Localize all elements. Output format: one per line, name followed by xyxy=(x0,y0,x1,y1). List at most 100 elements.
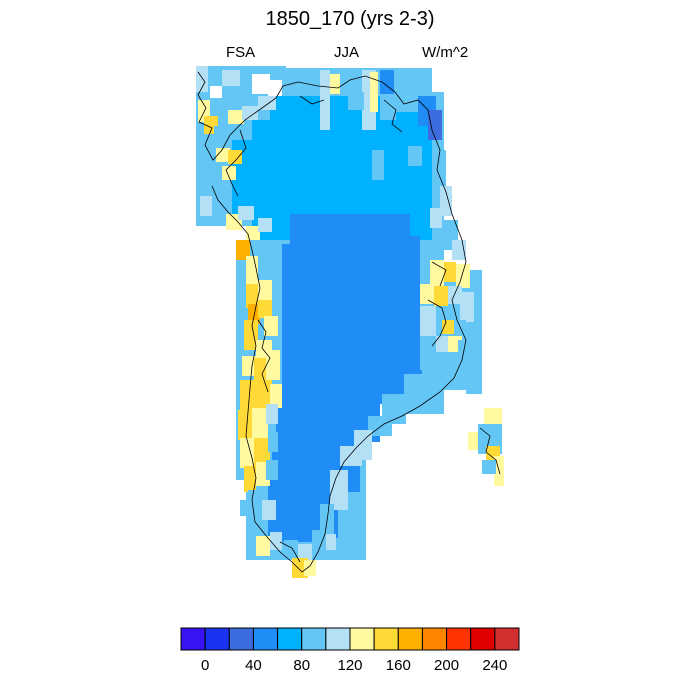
coast-cell xyxy=(258,300,272,318)
coast-cell xyxy=(264,316,278,336)
coast-cell xyxy=(270,384,282,408)
coast-cell xyxy=(432,150,446,190)
coast-cell xyxy=(326,534,336,550)
coast-cell xyxy=(420,284,434,304)
coast-cell xyxy=(436,336,450,352)
coast-cell xyxy=(222,70,240,86)
coast-cell xyxy=(430,208,442,228)
variable-label: FSA xyxy=(226,44,256,61)
coast-cell xyxy=(428,110,442,140)
colorbar-box xyxy=(421,627,448,651)
coast-cell xyxy=(242,106,258,120)
colorbar-box xyxy=(204,627,230,651)
colorbar-box xyxy=(180,627,206,651)
colorbar-tick-label: 40 xyxy=(245,657,262,674)
colorbar-ticks: 0 40 80 120 160 200 240 xyxy=(201,657,507,674)
coast-cell xyxy=(216,148,230,162)
coast-cell xyxy=(318,546,328,560)
gap-cell xyxy=(252,74,270,94)
coast-cell xyxy=(380,70,394,94)
coast-cell xyxy=(240,500,250,516)
coast-cell xyxy=(392,96,410,112)
coast-cell xyxy=(200,196,212,216)
colorbar-box xyxy=(301,627,327,651)
coast-cell xyxy=(242,356,256,376)
coast-cell xyxy=(270,532,282,550)
colorbar-box xyxy=(349,627,375,651)
colorbar-tick-label: 240 xyxy=(482,657,507,674)
colorbar-box xyxy=(252,627,279,651)
coast-cell xyxy=(348,92,364,110)
colorbar-box xyxy=(494,627,520,651)
coast-cell xyxy=(330,74,340,94)
coast-cell xyxy=(444,262,456,282)
colorbar-box xyxy=(373,627,399,651)
coast-cell xyxy=(246,226,260,240)
colorbar-tick-label: 0 xyxy=(201,657,209,674)
coast-cell xyxy=(262,500,276,520)
gap-cell xyxy=(210,86,222,98)
coast-cell xyxy=(212,196,226,212)
coast-cell xyxy=(298,544,312,562)
ice-cell xyxy=(380,236,420,376)
colorbar-box xyxy=(325,627,351,651)
coast-cell xyxy=(440,186,452,216)
coast-cell xyxy=(460,292,474,322)
coast-cell xyxy=(456,264,470,288)
season-label: JJA xyxy=(334,44,360,61)
coast-cell xyxy=(252,408,268,438)
coast-cell xyxy=(208,68,222,86)
coast-cell xyxy=(454,320,466,340)
colorbar-boxes xyxy=(180,627,520,651)
coast-cell xyxy=(268,432,278,452)
colorbar-box xyxy=(446,627,472,651)
coast-cell xyxy=(420,306,436,336)
coast-cell xyxy=(238,410,254,440)
colorbar-box xyxy=(277,627,303,651)
coast-cell xyxy=(196,66,208,92)
coast-cell xyxy=(240,438,254,468)
colorbar-tick-label: 80 xyxy=(293,657,310,674)
coast-cell xyxy=(236,240,250,260)
coast-cell xyxy=(372,150,384,180)
coast-cell xyxy=(258,218,272,232)
coast-cell xyxy=(228,150,242,164)
coast-cell xyxy=(434,286,448,306)
coast-cell xyxy=(340,446,362,466)
coast-cell xyxy=(448,286,462,304)
coast-cell xyxy=(482,460,496,474)
coast-cell xyxy=(222,166,236,180)
colorbar-box xyxy=(470,627,496,651)
coast-cell xyxy=(370,72,378,112)
coast-cell xyxy=(254,380,272,410)
colorbar-tick-label: 200 xyxy=(434,657,459,674)
coast-cell xyxy=(266,460,278,480)
coast-cell xyxy=(258,96,276,110)
coast-cell xyxy=(244,320,258,350)
colorbar-tick-label: 120 xyxy=(337,657,362,674)
units-label: W/m^2 xyxy=(422,44,469,61)
coast-cell xyxy=(284,540,298,560)
coast-cell xyxy=(256,536,270,556)
coast-cell xyxy=(408,146,422,166)
coast-cell xyxy=(444,352,462,382)
coast-cell xyxy=(330,470,348,510)
coast-cell xyxy=(258,280,272,300)
coastline xyxy=(197,71,501,573)
coast-cell xyxy=(228,110,244,124)
coast-cell xyxy=(266,404,278,424)
gap-cell xyxy=(268,80,282,96)
colorbar-box xyxy=(397,627,423,651)
colorbar-tick-label: 160 xyxy=(386,657,411,674)
plot-title: 1850_170 (yrs 2-3) xyxy=(265,8,435,30)
ice-cell xyxy=(396,112,426,232)
coast-cell xyxy=(240,380,256,410)
coast-cell xyxy=(304,560,316,576)
coast-cell xyxy=(244,466,256,492)
map-cells xyxy=(196,66,504,578)
coast-cell xyxy=(214,126,230,144)
coast-cell xyxy=(320,70,330,130)
colorbar-box xyxy=(228,627,254,651)
